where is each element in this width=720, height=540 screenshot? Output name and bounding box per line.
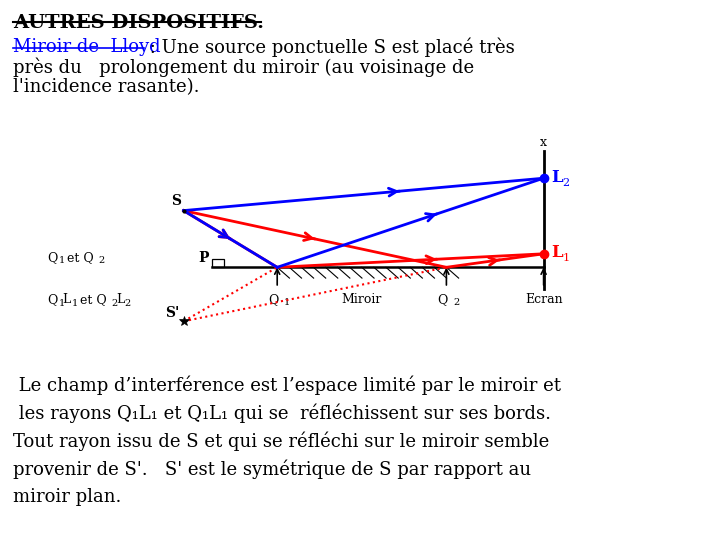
Text: 1: 1: [58, 256, 65, 265]
Text: 2: 2: [562, 178, 570, 187]
Text: Tout rayon issu de S et qui se réfléchi sur le miroir semble: Tout rayon issu de S et qui se réfléchi …: [13, 431, 549, 451]
Text: AUTRES DISPOSITIFS.: AUTRES DISPOSITIFS.: [13, 14, 264, 31]
Text: : Une source ponctuelle S est placé très: : Une source ponctuelle S est placé très: [144, 38, 515, 57]
Text: L: L: [551, 244, 562, 261]
Text: miroir plan.: miroir plan.: [13, 488, 122, 505]
Text: Q: Q: [269, 293, 279, 306]
Text: Q: Q: [47, 251, 57, 264]
Text: Q: Q: [47, 293, 57, 306]
Text: S': S': [166, 306, 180, 320]
Text: les rayons Q₁L₁ et Q₁L₁ qui se  réfléchissent sur ses bords.: les rayons Q₁L₁ et Q₁L₁ qui se réfléchis…: [13, 403, 551, 423]
Text: P: P: [198, 251, 209, 265]
Text: provenir de S'.   S' est le symétrique de S par rapport au: provenir de S'. S' est le symétrique de …: [13, 460, 531, 479]
Text: Q: Q: [438, 293, 448, 306]
Text: l'incidence rasante).: l'incidence rasante).: [13, 78, 199, 96]
Text: 1: 1: [72, 299, 78, 308]
Text: 2: 2: [125, 299, 131, 308]
Text: 1: 1: [562, 253, 570, 263]
Text: près du   prolongement du miroir (au voisinage de: près du prolongement du miroir (au voisi…: [13, 58, 474, 77]
Text: x: x: [540, 136, 547, 148]
Text: L: L: [116, 293, 124, 306]
Text: 2: 2: [453, 298, 459, 307]
Text: L: L: [551, 168, 562, 186]
Text: 1: 1: [58, 299, 65, 308]
Text: 1: 1: [284, 298, 290, 307]
Text: S: S: [171, 194, 181, 208]
Text: et Q: et Q: [76, 293, 107, 306]
Text: 2: 2: [99, 256, 105, 265]
Text: 2: 2: [112, 299, 118, 308]
Text: L: L: [63, 293, 71, 306]
Text: et Q: et Q: [63, 251, 94, 264]
Text: Miroir: Miroir: [341, 293, 382, 306]
Text: Ecran: Ecran: [525, 293, 562, 306]
Text: Le champ d’interférence est l’espace limité par le miroir et: Le champ d’interférence est l’espace lim…: [13, 375, 561, 395]
Text: Miroir de  Lloyd: Miroir de Lloyd: [13, 38, 161, 56]
